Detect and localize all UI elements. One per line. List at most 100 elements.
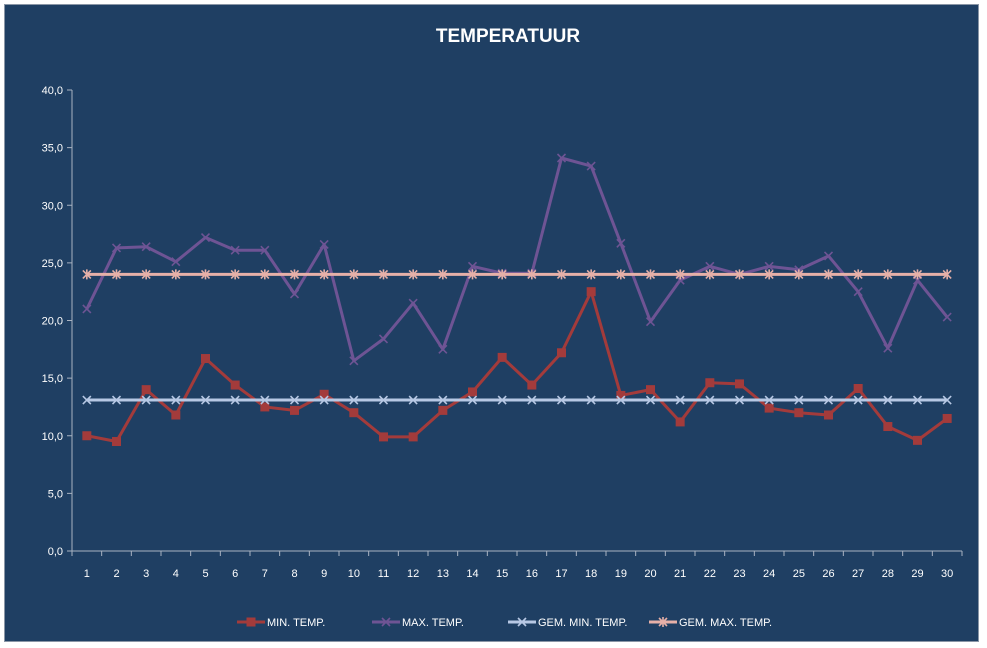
legend-label: GEM. MIN. TEMP. bbox=[538, 617, 627, 629]
axes: 0,05,010,015,020,025,030,035,040,01 2 3 4 5 6… bbox=[42, 85, 963, 580]
data-point bbox=[319, 269, 329, 280]
chart-frame bbox=[4, 4, 979, 642]
legend-marker bbox=[246, 617, 256, 627]
y-tick-label: 20,0 bbox=[42, 316, 63, 328]
data-point bbox=[912, 269, 923, 280]
x-tick-label: 2 bbox=[113, 568, 119, 580]
x-tick-label: 29 bbox=[911, 568, 923, 580]
data-point bbox=[645, 395, 656, 405]
series-line bbox=[85, 156, 949, 363]
data-point bbox=[675, 269, 685, 280]
chart-title: TEMPERATUUR bbox=[436, 26, 581, 47]
x-tick-label: 20 bbox=[644, 568, 656, 580]
data-point bbox=[260, 269, 270, 280]
data-point bbox=[556, 153, 567, 163]
x-tick-label: 28 bbox=[882, 568, 894, 580]
legend-label: MAX. TEMP. bbox=[402, 617, 464, 629]
data-point bbox=[82, 395, 92, 405]
series-layer bbox=[82, 153, 952, 447]
series-line bbox=[86, 290, 949, 444]
x-tick-label: 12 bbox=[407, 568, 419, 580]
data-point bbox=[349, 356, 359, 366]
x-tick-label: 13 bbox=[437, 568, 449, 580]
data-point bbox=[111, 243, 122, 253]
data-point bbox=[319, 389, 329, 399]
legend-item: MIN. TEMP. bbox=[237, 617, 325, 629]
data-point bbox=[645, 269, 656, 280]
data-point bbox=[438, 344, 448, 354]
x-tick-label: 21 bbox=[674, 568, 686, 580]
data-point bbox=[586, 395, 596, 405]
x-tick-label: 6 bbox=[232, 568, 238, 580]
data-point bbox=[171, 269, 181, 280]
data-point bbox=[408, 432, 418, 442]
data-point bbox=[378, 334, 389, 344]
x-tick-label: 14 bbox=[466, 568, 478, 580]
data-point bbox=[764, 269, 774, 280]
x-tick-label: 30 bbox=[941, 568, 953, 580]
legend-marker bbox=[658, 617, 668, 627]
data-point bbox=[408, 269, 418, 280]
x-tick-label: 15 bbox=[496, 568, 508, 580]
data-point bbox=[942, 269, 952, 280]
data-point bbox=[735, 379, 744, 389]
data-point bbox=[675, 417, 685, 427]
data-point bbox=[705, 378, 715, 388]
x-tick-label: 27 bbox=[852, 568, 864, 580]
data-point bbox=[527, 380, 537, 390]
x-tick-label: 11 bbox=[378, 568, 389, 580]
y-tick-label: 15,0 bbox=[42, 373, 63, 385]
x-tick-label: 1 bbox=[84, 568, 90, 580]
legend-label: GEM. MAX. TEMP. bbox=[679, 617, 772, 629]
x-tick-label: 9 bbox=[321, 568, 327, 580]
y-tick-label: 35,0 bbox=[42, 143, 63, 155]
data-point bbox=[349, 408, 359, 418]
legend-label: MIN. TEMP. bbox=[267, 617, 325, 629]
data-point bbox=[853, 269, 863, 280]
x-tick-label: 7 bbox=[262, 568, 268, 580]
x-tick-label: 17 bbox=[555, 568, 567, 580]
legend-marker bbox=[381, 617, 391, 627]
data-point bbox=[883, 395, 893, 405]
x-tick-label: 5 bbox=[202, 568, 208, 580]
data-point bbox=[764, 261, 774, 271]
data-point bbox=[260, 245, 270, 255]
data-point bbox=[201, 354, 210, 364]
data-point bbox=[82, 304, 92, 314]
data-point bbox=[290, 405, 299, 415]
data-point bbox=[497, 269, 507, 280]
y-tick-label: 30,0 bbox=[42, 200, 63, 212]
data-point bbox=[141, 385, 151, 395]
x-tick-label: 19 bbox=[615, 568, 627, 580]
data-point bbox=[408, 298, 418, 308]
data-point bbox=[675, 395, 685, 405]
data-point bbox=[408, 395, 418, 405]
x-tick-label: 8 bbox=[291, 568, 297, 580]
x-tick-label: 26 bbox=[822, 568, 834, 580]
series-1 bbox=[82, 153, 952, 366]
data-point bbox=[379, 432, 388, 442]
x-tick-label: 22 bbox=[704, 568, 716, 580]
data-point bbox=[111, 395, 122, 405]
data-point bbox=[853, 395, 863, 405]
data-point bbox=[349, 395, 359, 405]
data-point bbox=[319, 239, 329, 250]
x-tick-label: 4 bbox=[173, 568, 179, 580]
legend-item: GEM. MAX. TEMP. bbox=[649, 617, 772, 629]
data-point bbox=[616, 395, 626, 405]
data-point bbox=[942, 413, 952, 423]
data-point bbox=[586, 161, 596, 171]
data-point bbox=[912, 395, 923, 405]
data-point bbox=[556, 269, 567, 280]
x-tick-label: 10 bbox=[348, 568, 360, 580]
data-point bbox=[586, 269, 596, 280]
x-tick-label: 16 bbox=[526, 568, 538, 580]
y-tick-label: 25,0 bbox=[42, 258, 63, 270]
y-tick-label: 5,0 bbox=[48, 488, 63, 500]
data-point bbox=[378, 269, 389, 280]
data-point bbox=[883, 343, 893, 353]
series-3 bbox=[82, 269, 952, 280]
data-point bbox=[230, 380, 240, 390]
data-point bbox=[764, 403, 774, 413]
